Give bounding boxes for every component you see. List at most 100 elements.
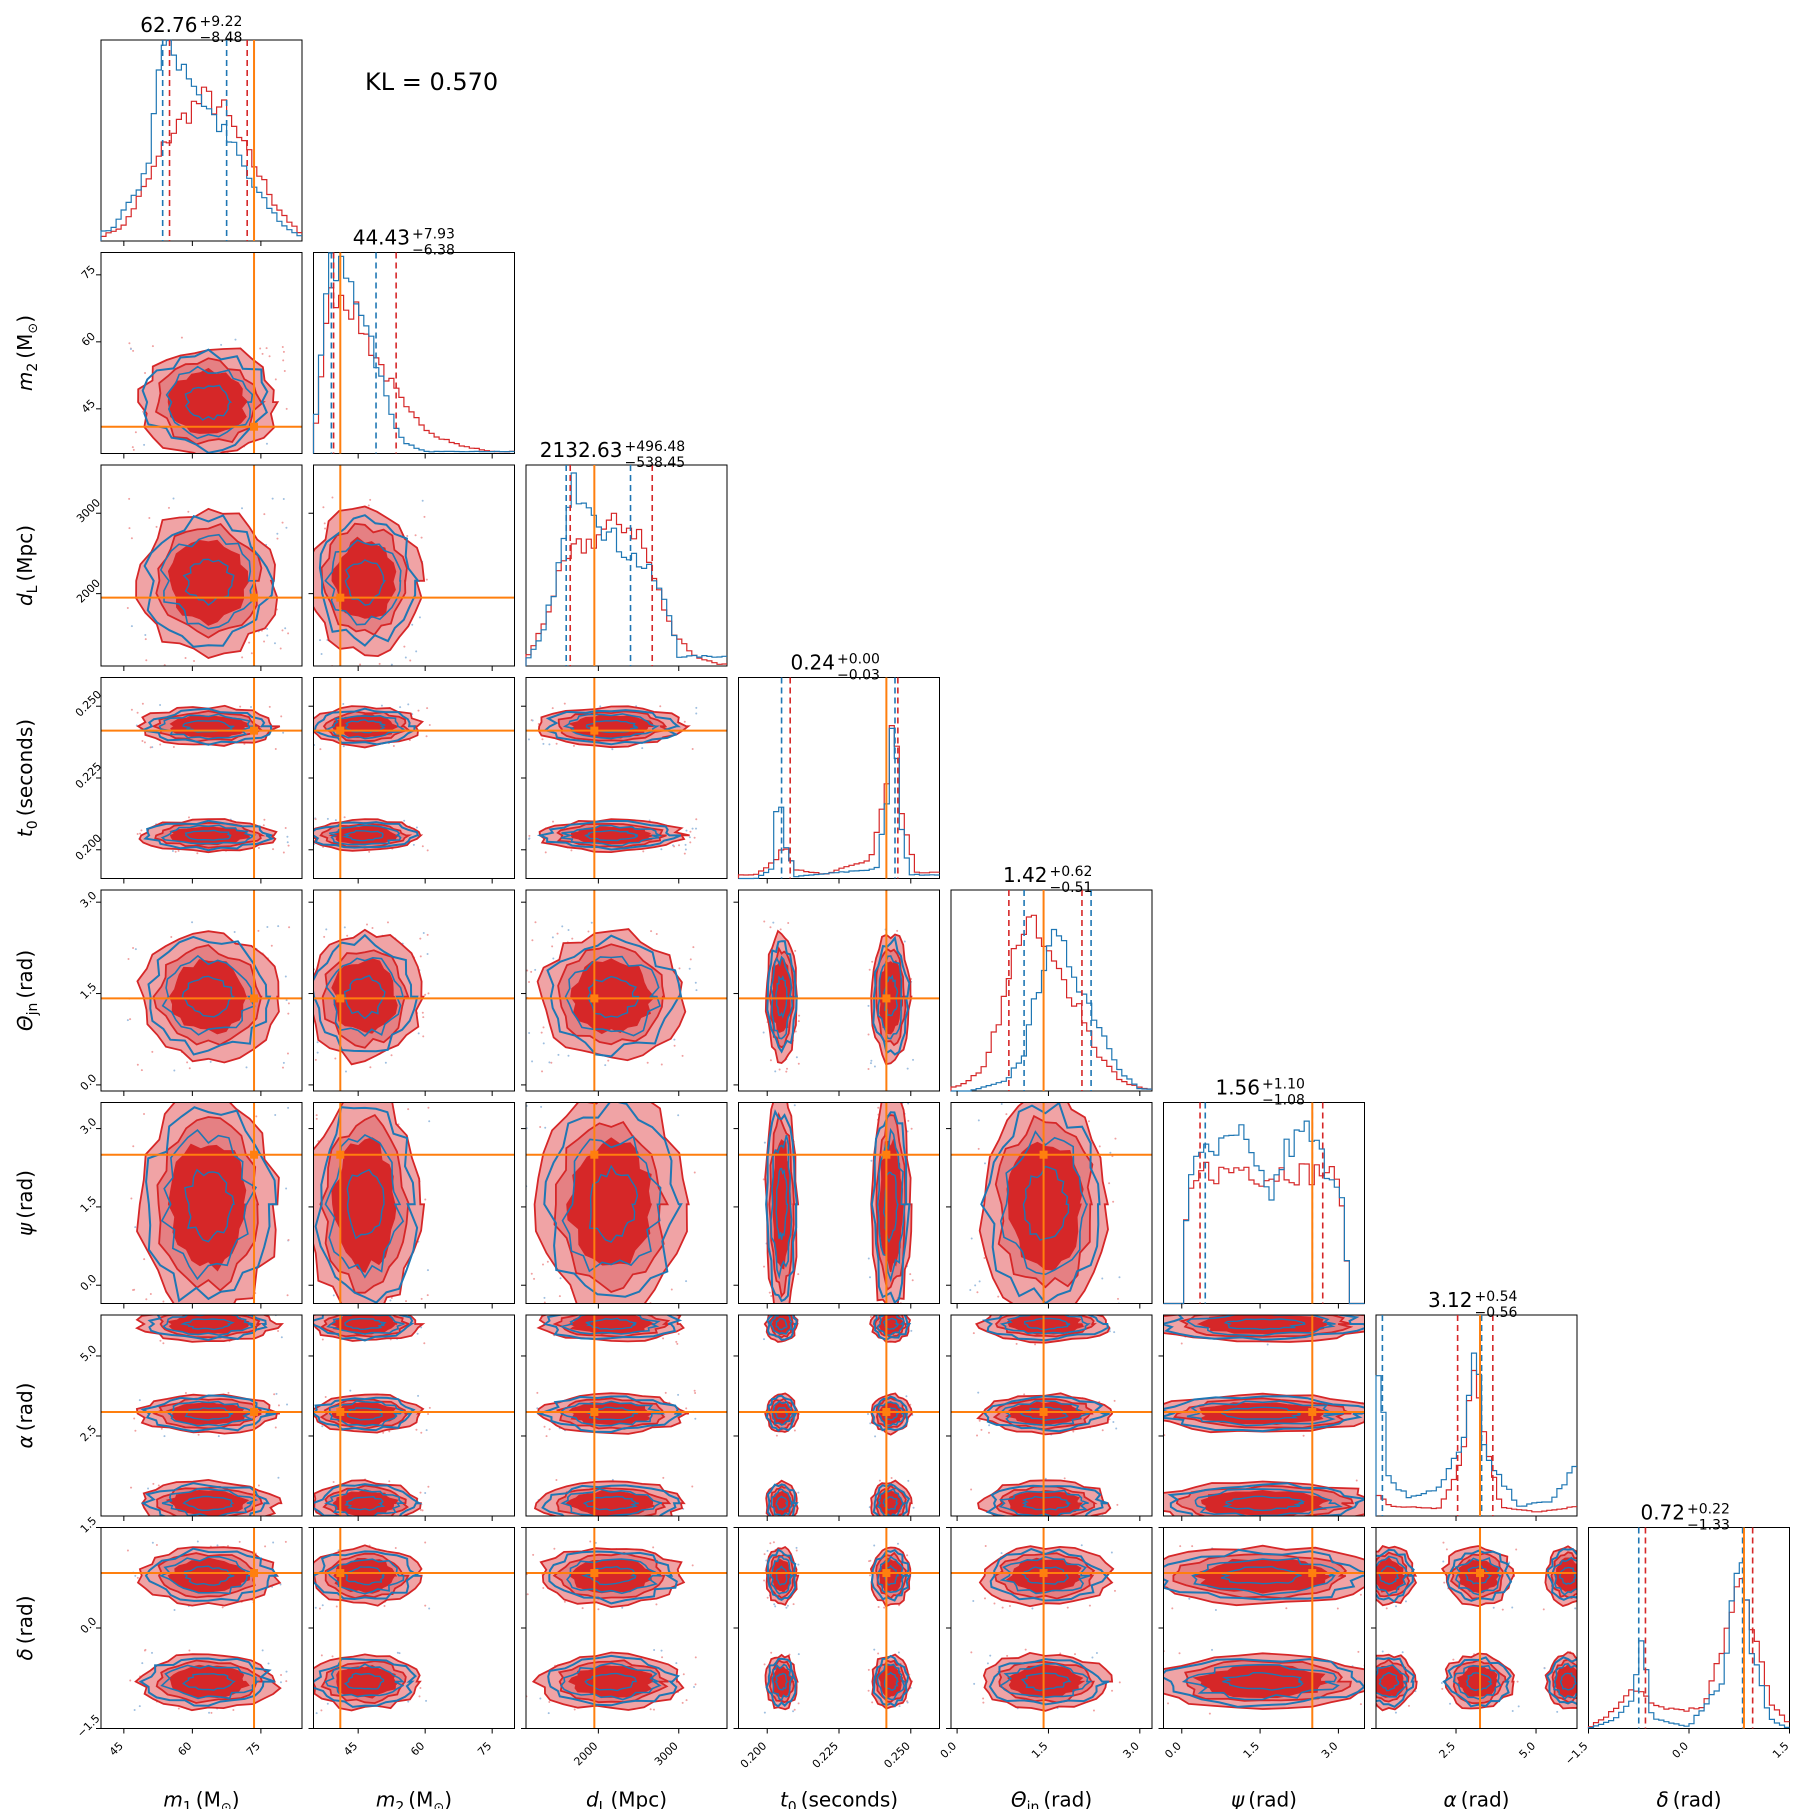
scatter-point: [763, 1579, 766, 1582]
scatter-point: [772, 921, 775, 924]
scatter-point: [1000, 1312, 1002, 1314]
scatter-point: [409, 659, 412, 662]
contour-a-outer: [313, 933, 419, 1053]
y-tick-label-theta: 3.0: [78, 889, 100, 911]
scatter-point: [315, 1712, 318, 1715]
scatter-point: [542, 1026, 545, 1029]
scatter-point: [553, 1309, 555, 1311]
scatter-point: [1359, 1593, 1362, 1596]
scatter-point: [136, 1063, 139, 1066]
scatter-point: [1385, 1607, 1388, 1610]
scatter-point: [225, 465, 227, 467]
scatter-point: [688, 836, 691, 839]
scatter-point: [264, 1545, 267, 1548]
scatter-point: [421, 1011, 424, 1014]
scatter-point: [898, 1705, 901, 1708]
scatter-point: [307, 991, 309, 993]
scatter-point: [406, 535, 409, 538]
scatter-point: [868, 1276, 871, 1279]
scatter-point: [626, 1522, 628, 1524]
scatter-point: [763, 1265, 766, 1268]
scatter-point: [136, 1092, 138, 1094]
scatter-point: [392, 744, 395, 747]
scatter-point: [270, 944, 273, 947]
scatter-point: [1092, 1709, 1095, 1712]
contour-a-mid: [324, 1663, 405, 1698]
scatter-point: [136, 833, 139, 836]
scatter-point: [324, 527, 327, 530]
contour-a-mid: [560, 824, 663, 847]
scatter-point: [906, 1554, 909, 1557]
scatter-point: [592, 1307, 594, 1309]
scatter-point: [763, 1084, 765, 1086]
scatter-point: [285, 999, 288, 1002]
scatter-point: [280, 1099, 282, 1101]
scatter-point: [423, 1342, 426, 1345]
scatter-point: [1066, 1606, 1069, 1609]
scatter-point: [375, 1311, 377, 1313]
scatter-point: [785, 1070, 788, 1073]
y-tick-label-psi: 3.0: [78, 1115, 100, 1137]
scatter-point: [878, 1479, 881, 1482]
scatter-point: [281, 1066, 284, 1069]
y-tick-label-psi: 1.5: [78, 1194, 100, 1216]
scatter-point: [311, 1671, 313, 1673]
scatter-point: [160, 1427, 163, 1430]
x-axis-label-alpha: α (rad): [1444, 1788, 1510, 1810]
scatter-point: [1044, 1477, 1047, 1480]
scatter-point: [319, 639, 322, 642]
scatter-point: [1188, 1597, 1191, 1600]
contour-a-outer: [872, 1483, 911, 1516]
contour-b-inner: [167, 539, 251, 626]
x-tick-label-alpha: 2.5: [1437, 1739, 1459, 1761]
scatter-point: [907, 1479, 910, 1482]
scatter-point: [1178, 1652, 1181, 1655]
scatter-point: [910, 1127, 913, 1130]
scatter-point: [177, 1096, 179, 1098]
scatter-point: [550, 1061, 553, 1064]
contour-a-outer: [138, 707, 273, 746]
scatter-point: [545, 1435, 548, 1438]
scatter-point: [587, 930, 590, 933]
panel-frame: [525, 1314, 728, 1517]
scatter-point: [1515, 1548, 1518, 1551]
scatter-point: [1357, 1311, 1359, 1313]
scatter-point: [365, 1304, 367, 1306]
title-median-m1: 62.76: [140, 13, 197, 37]
contour-a-outer: [1376, 1657, 1416, 1708]
scatter-point: [794, 1520, 796, 1522]
contour-a-mid: [561, 1135, 662, 1273]
scatter-point: [534, 921, 537, 924]
scatter-point: [309, 1025, 311, 1027]
scatter-point: [793, 1429, 796, 1432]
scatter-point: [1221, 1313, 1223, 1315]
contour-a-mid: [770, 1488, 795, 1516]
scatter-point: [368, 850, 371, 853]
scatter-point: [1034, 1343, 1037, 1346]
scatter-point: [345, 1520, 347, 1522]
contour-a-mid: [325, 956, 405, 1037]
scatter-point: [427, 1413, 430, 1416]
diagonal-panel-dl: 2132.63 +496.48−538.45: [525, 438, 728, 667]
scatter-point: [684, 848, 687, 851]
scatter-point: [1440, 1681, 1443, 1684]
scatter-point: [417, 709, 420, 712]
scatter-point: [683, 852, 686, 855]
scatter-point: [976, 1291, 979, 1294]
title-median-delta: 0.72: [1640, 1501, 1685, 1525]
scatter-point: [287, 844, 290, 847]
contour-a-inner: [184, 1168, 235, 1243]
contour-a-mid: [161, 1488, 259, 1516]
scatter-point: [309, 549, 311, 551]
scatter-point: [277, 1404, 280, 1407]
scatter-point: [227, 1391, 230, 1394]
scatter-point: [1401, 1651, 1404, 1654]
scatter-point: [878, 1088, 880, 1090]
scatter-point: [134, 948, 137, 951]
scatter-point: [265, 442, 268, 445]
scatter-point: [180, 336, 183, 339]
scatter-point: [425, 1429, 428, 1432]
y-tick-label-alpha: 2.5: [78, 1423, 100, 1445]
scatter-point: [569, 1520, 571, 1522]
scatter-point: [282, 851, 285, 854]
